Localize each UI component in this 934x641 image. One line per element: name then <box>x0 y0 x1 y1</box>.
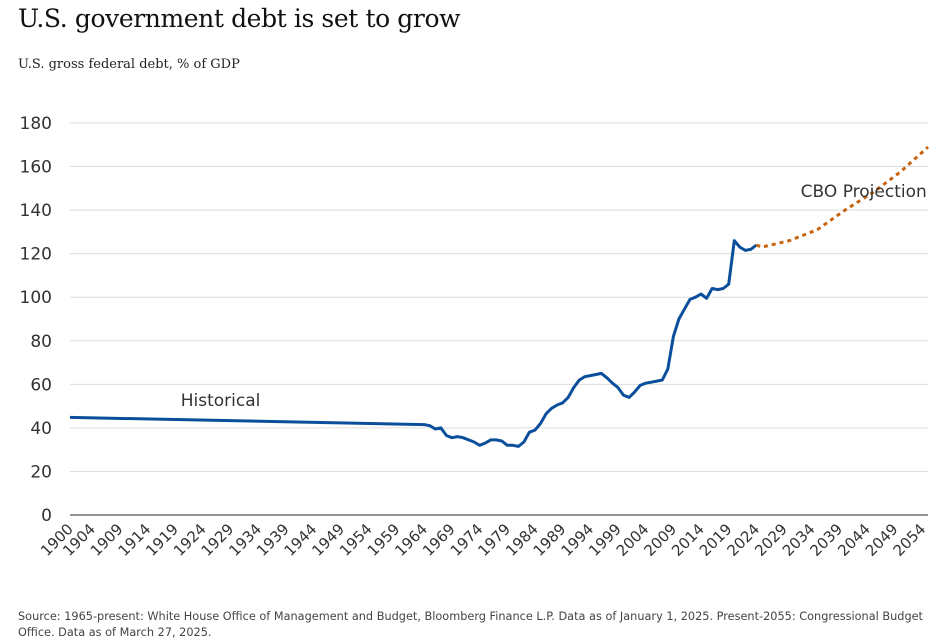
cbo-projection-series-line <box>755 145 930 249</box>
chart-series <box>69 145 930 448</box>
x-axis-ticks: 1900190419091914191919241929193419391944… <box>37 520 929 560</box>
annotation-label: Historical <box>181 391 261 411</box>
y-tick-label: 100 <box>20 288 52 308</box>
gridlines <box>70 122 928 472</box>
y-tick-label: 60 <box>30 375 52 395</box>
y-tick-label: 180 <box>20 114 52 134</box>
historical-series-line <box>69 239 758 448</box>
source-note: Source: 1965-present: White House Office… <box>18 610 923 639</box>
y-tick-label: 20 <box>30 462 52 482</box>
y-tick-label: 140 <box>20 201 52 221</box>
y-tick-label: 40 <box>30 419 52 439</box>
annotation-label: CBO Projection <box>801 182 927 202</box>
chart-annotations: Historical CBO Projection <box>181 182 927 411</box>
y-tick-label: 80 <box>30 332 52 352</box>
chart-subtitle: U.S. gross federal debt, % of GDP <box>18 57 240 72</box>
chart-title: U.S. government debt is set to grow <box>18 4 461 33</box>
x-tick-label: 2054 <box>890 520 930 560</box>
y-tick-label: 0 <box>41 506 52 526</box>
y-tick-label: 160 <box>20 158 52 178</box>
y-tick-label: 120 <box>20 245 52 265</box>
y-axis-ticks: 0 20 40 60 80 100 120 140 160 180 <box>20 114 52 526</box>
debt-line-chart: 0 20 40 60 80 100 120 140 160 180 190019041909191… <box>20 114 930 560</box>
